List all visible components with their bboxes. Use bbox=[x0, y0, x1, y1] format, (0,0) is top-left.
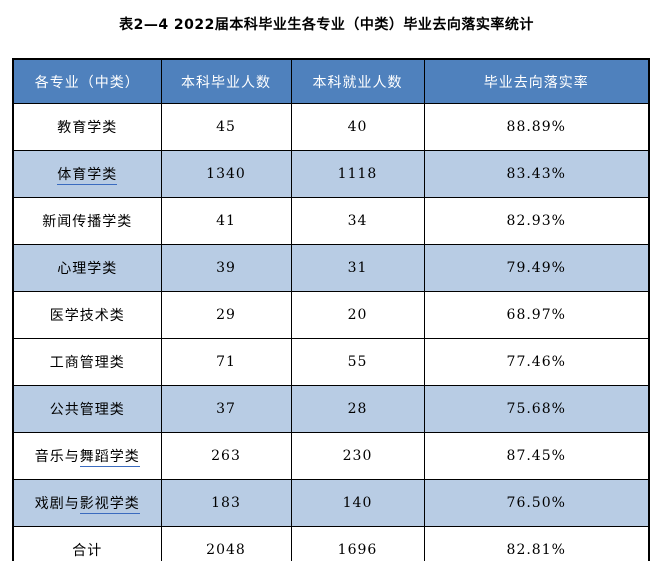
cell-graduates: 37 bbox=[160, 385, 292, 433]
cell-major: 心理学类 bbox=[12, 244, 162, 292]
table-row-total: 合计 2048 1696 82.81% bbox=[12, 526, 650, 561]
major-link[interactable]: 体育学类 bbox=[57, 167, 118, 185]
cell-graduates: 41 bbox=[160, 197, 292, 245]
major-text: 工商管理类 bbox=[49, 355, 125, 371]
cell-employed: 1696 bbox=[290, 526, 425, 561]
cell-major: 新闻传播学类 bbox=[12, 197, 162, 245]
cell-employed: 31 bbox=[290, 244, 425, 292]
cell-rate: 77.46% bbox=[423, 338, 650, 386]
cell-employed: 34 bbox=[290, 197, 425, 245]
column-header-major: 各专业（中类） bbox=[12, 58, 162, 104]
cell-employed: 20 bbox=[290, 291, 425, 339]
major-link[interactable]: 舞蹈学类 bbox=[79, 449, 140, 467]
table-row: 心理学类 39 31 79.49% bbox=[12, 244, 650, 292]
header-row: 各专业（中类） 本科毕业人数 本科就业人数 毕业去向落实率 bbox=[12, 58, 650, 104]
major-text: 公共管理类 bbox=[49, 402, 125, 418]
table-row: 教育学类 45 40 88.89% bbox=[12, 103, 650, 151]
cell-employed: 40 bbox=[290, 103, 425, 151]
cell-graduates: 71 bbox=[160, 338, 292, 386]
cell-major: 工商管理类 bbox=[12, 338, 162, 386]
cell-employed: 140 bbox=[290, 479, 425, 527]
cell-employed: 55 bbox=[290, 338, 425, 386]
cell-rate: 82.81% bbox=[423, 526, 650, 561]
cell-major: 音乐与舞蹈学类 bbox=[12, 432, 162, 480]
column-header-graduates: 本科毕业人数 bbox=[160, 58, 292, 104]
cell-major: 戏剧与影视学类 bbox=[12, 479, 162, 527]
cell-major: 公共管理类 bbox=[12, 385, 162, 433]
major-text: 医学技术类 bbox=[49, 308, 125, 324]
table-row: 新闻传播学类 41 34 82.93% bbox=[12, 197, 650, 245]
table-row: 医学技术类 29 20 68.97% bbox=[12, 291, 650, 339]
cell-graduates: 39 bbox=[160, 244, 292, 292]
column-header-employed: 本科就业人数 bbox=[290, 58, 425, 104]
table-row: 体育学类 1340 1118 83.43% bbox=[12, 150, 650, 198]
cell-graduates: 1340 bbox=[160, 150, 292, 198]
table-row: 音乐与舞蹈学类 263 230 87.45% bbox=[12, 432, 650, 480]
major-link[interactable]: 影视学类 bbox=[79, 496, 140, 514]
major-text: 新闻传播学类 bbox=[42, 214, 133, 230]
cell-major: 医学技术类 bbox=[12, 291, 162, 339]
cell-major: 合计 bbox=[12, 526, 162, 561]
cell-rate: 88.89% bbox=[423, 103, 650, 151]
cell-major: 体育学类 bbox=[12, 150, 162, 198]
table-row: 工商管理类 71 55 77.46% bbox=[12, 338, 650, 386]
cell-graduates: 45 bbox=[160, 103, 292, 151]
cell-graduates: 2048 bbox=[160, 526, 292, 561]
cell-employed: 28 bbox=[290, 385, 425, 433]
major-text: 戏剧与 bbox=[34, 496, 80, 512]
cell-rate: 68.97% bbox=[423, 291, 650, 339]
cell-major: 教育学类 bbox=[12, 103, 162, 151]
column-header-rate: 毕业去向落实率 bbox=[423, 58, 650, 104]
cell-graduates: 183 bbox=[160, 479, 292, 527]
major-text: 音乐与 bbox=[34, 449, 80, 465]
cell-graduates: 29 bbox=[160, 291, 292, 339]
cell-rate: 79.49% bbox=[423, 244, 650, 292]
major-text: 教育学类 bbox=[57, 120, 118, 136]
major-text: 心理学类 bbox=[57, 261, 118, 277]
cell-rate: 83.43% bbox=[423, 150, 650, 198]
cell-employed: 1118 bbox=[290, 150, 425, 198]
table-row: 公共管理类 37 28 75.68% bbox=[12, 385, 650, 433]
cell-graduates: 263 bbox=[160, 432, 292, 480]
cell-rate: 75.68% bbox=[423, 385, 650, 433]
table-title: 表2—4 2022届本科毕业生各专业（中类）毕业去向落实率统计 bbox=[119, 17, 534, 33]
cell-rate: 76.50% bbox=[423, 479, 650, 527]
cell-rate: 82.93% bbox=[423, 197, 650, 245]
major-text: 合计 bbox=[72, 543, 103, 559]
statistics-table: 各专业（中类） 本科毕业人数 本科就业人数 毕业去向落实率 教育学类 45 40… bbox=[12, 58, 650, 561]
table-row: 戏剧与影视学类 183 140 76.50% bbox=[12, 479, 650, 527]
cell-employed: 230 bbox=[290, 432, 425, 480]
cell-rate: 87.45% bbox=[423, 432, 650, 480]
